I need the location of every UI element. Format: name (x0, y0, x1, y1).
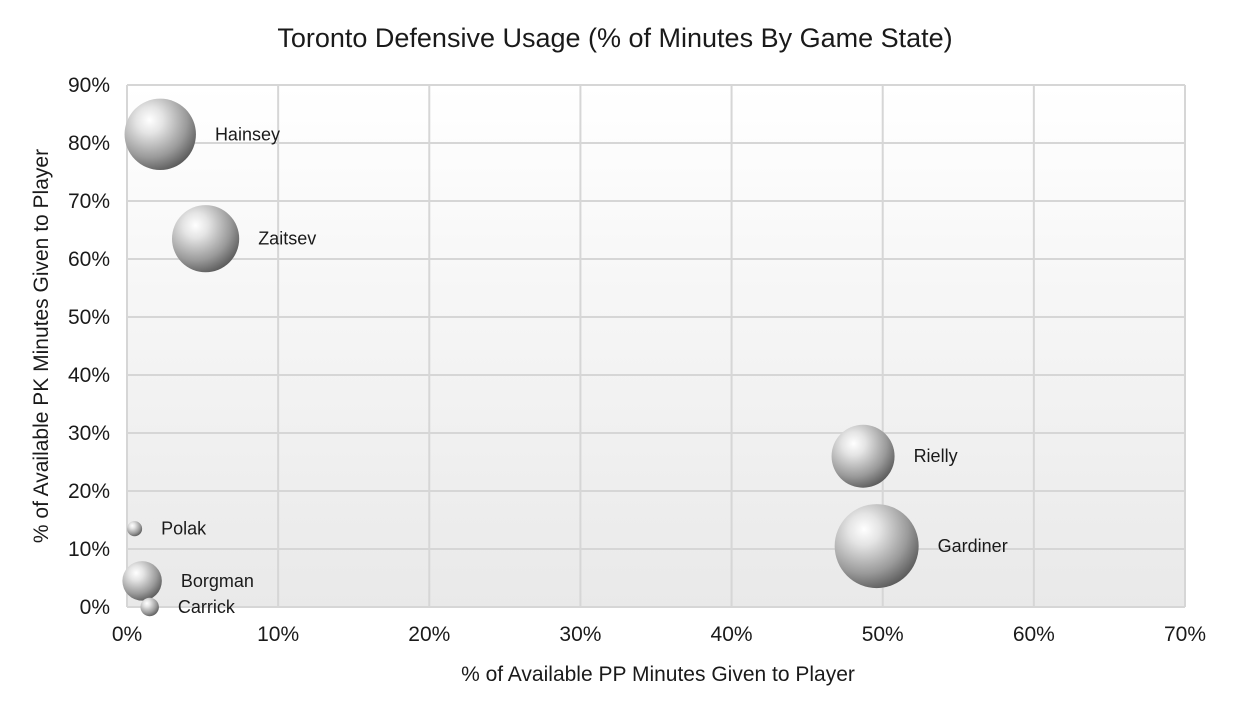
x-tick-label: 70% (1164, 623, 1206, 646)
x-tick-label: 60% (1013, 623, 1055, 646)
y-tick-label: 70% (68, 190, 110, 213)
y-tick-label: 20% (68, 480, 110, 503)
y-tick-label: 60% (68, 248, 110, 271)
y-tick-label: 40% (68, 364, 110, 387)
bubble-carrick (140, 597, 159, 617)
x-tick-label: 10% (257, 623, 299, 646)
y-tick-label: 50% (68, 306, 110, 329)
bubble-borgman (122, 561, 162, 601)
y-axis-label: % of Available PK Minutes Given to Playe… (30, 149, 53, 543)
bubble-hainsey (124, 98, 196, 170)
bubble-label-hainsey: Hainsey (215, 124, 280, 144)
bubble-label-carrick: Carrick (178, 597, 236, 617)
x-tick-label: 20% (408, 623, 450, 646)
y-tick-label: 90% (68, 74, 110, 97)
y-tick-label: 0% (80, 596, 110, 619)
bubble-labels: Hainsey Zaitsev Rielly Gardiner Polak Borgman… (161, 124, 1008, 617)
x-tick-label: 40% (711, 623, 753, 646)
bubble-label-gardiner: Gardiner (938, 536, 1008, 556)
x-tick-label: 50% (862, 623, 904, 646)
bubble-label-polak: Polak (161, 519, 207, 539)
bubble-polak (126, 521, 143, 537)
bubble-gardiner (834, 504, 919, 589)
bubble-label-zaitsev: Zaitsev (258, 229, 316, 249)
bubble-zaitsev (171, 205, 240, 273)
y-tick-label: 80% (68, 132, 110, 155)
x-axis-label: % of Available PP Minutes Given to Playe… (461, 663, 855, 686)
y-tick-label: 10% (68, 538, 110, 561)
plot-area (127, 85, 1185, 607)
bubble-label-rielly: Rielly (914, 446, 958, 466)
x-tick-label: 30% (559, 623, 601, 646)
bubble-rielly (831, 424, 895, 488)
chart-title: Toronto Defensive Usage (% of Minutes By… (277, 23, 952, 53)
bubble-label-borgman: Borgman (181, 571, 254, 591)
y-tick-label: 30% (68, 422, 110, 445)
y-axis-ticks: 0% 10% 20% 30% 40% 50% 60% 70% 80% 90% (68, 74, 110, 619)
bubble-series (122, 98, 919, 617)
gridlines (126, 84, 1186, 608)
x-axis-ticks: 0% 10% 20% 30% 40% 50% 60% 70% (112, 623, 1206, 646)
x-tick-label: 0% (112, 623, 142, 646)
